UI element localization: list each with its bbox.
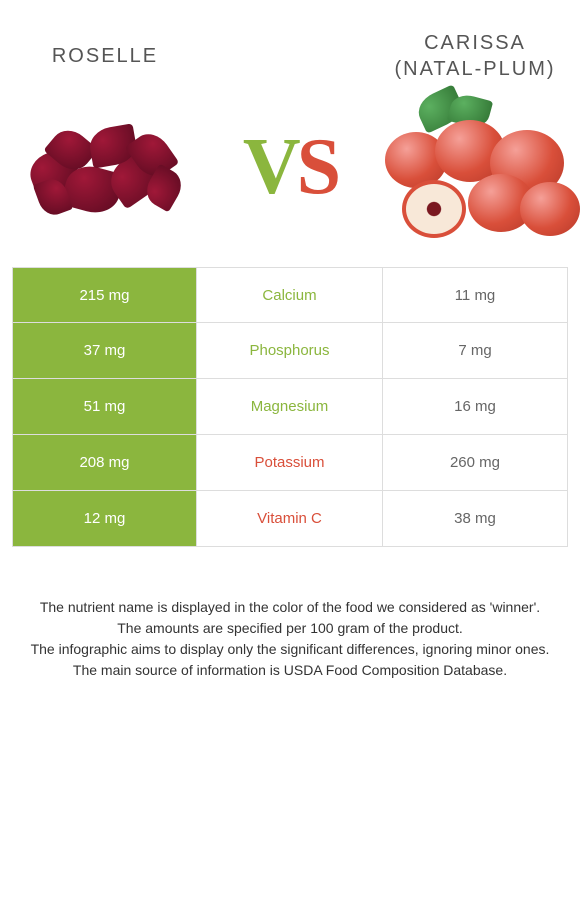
left-value: 51 mg (12, 379, 197, 435)
vs-v: V (243, 122, 297, 213)
nutrient-name: Magnesium (197, 379, 383, 435)
notes: The nutrient name is displayed in the co… (0, 547, 580, 701)
title-right: Carissa (natal-plum) (390, 30, 560, 82)
left-value: 208 mg (12, 435, 197, 491)
note-line: The amounts are specified per 100 gram o… (20, 618, 560, 639)
right-value: 260 mg (383, 435, 568, 491)
vs-label: V S (243, 122, 337, 213)
note-line: The nutrient name is displayed in the co… (20, 597, 560, 618)
title-left: Roselle (20, 43, 190, 69)
note-line: The main source of information is USDA F… (20, 660, 560, 681)
note-line: The infographic aims to display only the… (20, 639, 560, 660)
left-value: 215 mg (12, 267, 197, 323)
table-row: 208 mgPotassium260 mg (12, 435, 568, 491)
right-value: 38 mg (383, 491, 568, 547)
table-row: 215 mgCalcium11 mg (12, 267, 568, 323)
comparison-table: 215 mgCalcium11 mg37 mgPhosphorus7 mg51 … (12, 267, 568, 547)
images-row: V S (0, 92, 580, 267)
table-row: 12 mgVitamin C38 mg (12, 491, 568, 547)
right-value: 16 mg (383, 379, 568, 435)
carissa-image (380, 92, 570, 242)
roselle-image (10, 92, 200, 242)
nutrient-name: Phosphorus (197, 323, 383, 379)
nutrient-name: Potassium (197, 435, 383, 491)
left-value: 37 mg (12, 323, 197, 379)
right-value: 11 mg (383, 267, 568, 323)
vs-s: S (297, 122, 338, 213)
nutrient-name: Vitamin C (197, 491, 383, 547)
header: Roselle Carissa (natal-plum) (0, 0, 580, 92)
left-value: 12 mg (12, 491, 197, 547)
table-row: 51 mgMagnesium16 mg (12, 379, 568, 435)
right-value: 7 mg (383, 323, 568, 379)
table-row: 37 mgPhosphorus7 mg (12, 323, 568, 379)
nutrient-name: Calcium (197, 267, 383, 323)
